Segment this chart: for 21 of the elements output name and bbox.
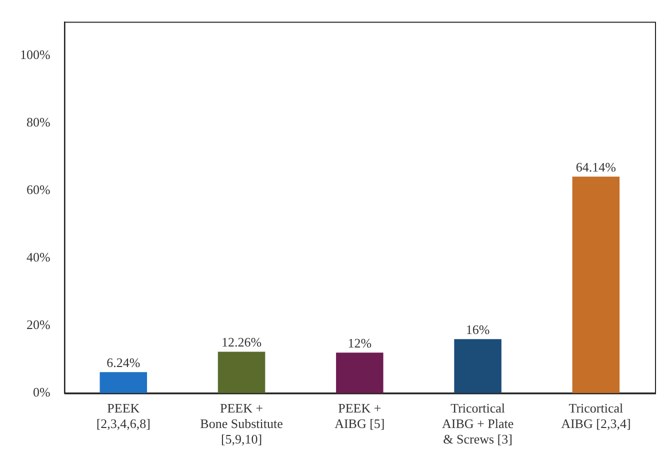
x-tick-label: PEEK [2,3,4,6,8] [96, 400, 150, 432]
bar [572, 176, 620, 394]
y-tick-label: 60% [26, 182, 50, 198]
data-label: 12.26% [221, 334, 262, 350]
bar [336, 352, 384, 394]
data-label: 12% [348, 336, 372, 351]
data-label: 6.24% [106, 355, 140, 370]
y-tick-label: 0% [32, 384, 50, 400]
y-tick-label: 20% [26, 317, 50, 332]
y-tick-label: 40% [26, 250, 50, 265]
bar [218, 352, 266, 394]
x-tick-label: Tricortical AIBG [2,3,4] [561, 400, 631, 432]
bar [100, 372, 148, 394]
data-label: 16% [466, 322, 490, 338]
data-label: 64.14% [576, 160, 616, 175]
y-tick-label: 80% [26, 114, 50, 130]
bar [454, 339, 502, 394]
x-tick-label: PEEK + Bone Substitute [5,9,10] [200, 400, 284, 447]
x-tick-label: Tricortical AIBG + Plate & Screws [3] [442, 400, 514, 447]
x-tick-label: PEEK + AIBG [5] [334, 400, 385, 432]
y-tick-label: 100% [20, 46, 50, 62]
